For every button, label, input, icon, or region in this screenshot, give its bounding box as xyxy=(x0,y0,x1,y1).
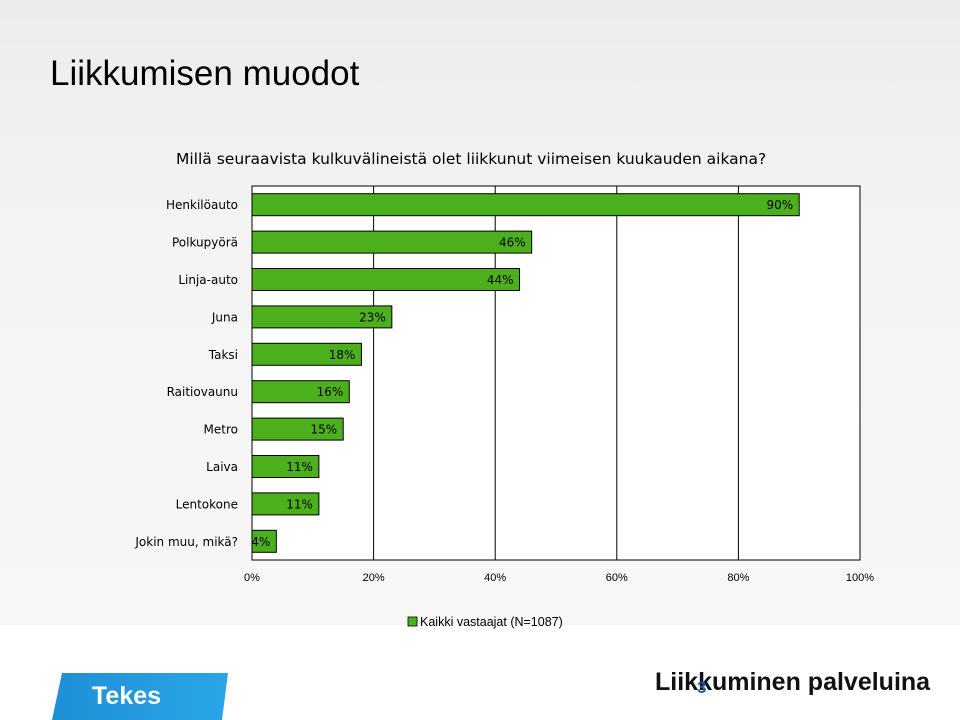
x-tick-label: 60% xyxy=(606,572,628,584)
x-tick-label: 80% xyxy=(727,572,749,584)
tekes-logo: Tekes xyxy=(52,673,228,720)
legend-label: Kaikki vastaajat (N=1087) xyxy=(420,615,563,629)
bar-value-label: 46% xyxy=(499,236,526,250)
bar xyxy=(251,380,350,404)
bar-value-label: 11% xyxy=(286,497,313,511)
category-labels: Henkilöauto Polkupyörä Linja-auto Juna Taksi… xyxy=(134,198,238,549)
category-label: Henkilöauto xyxy=(166,198,238,212)
bar xyxy=(251,529,277,553)
category-label: Jokin muu, mikä? xyxy=(134,535,238,549)
bar-value-label: 90% xyxy=(767,198,794,212)
category-label: Metro xyxy=(204,423,238,437)
category-label: Polkupyörä xyxy=(172,236,238,250)
x-tick-labels: 0% 20% 40% 60% 80% 100% xyxy=(244,572,874,584)
bar xyxy=(251,305,393,329)
legend-swatch xyxy=(407,616,418,627)
bar xyxy=(251,268,521,291)
bar xyxy=(251,230,533,254)
chart-title: Millä seuraavista kulkuvälineistä olet l… xyxy=(176,150,767,168)
bar-value-label: 11% xyxy=(286,460,313,474)
bar xyxy=(251,193,800,217)
x-tick-label: 0% xyxy=(244,572,260,584)
category-label: Juna xyxy=(211,310,238,324)
category-label: Lentokone xyxy=(176,497,238,511)
page-number: 3 xyxy=(697,678,707,697)
x-tick-label: 100% xyxy=(846,572,874,584)
bar-value-label: 18% xyxy=(329,348,356,362)
bar xyxy=(251,492,320,516)
category-label: Raitiovaunu xyxy=(167,385,238,399)
logo-text: Tekes xyxy=(92,682,161,710)
bar xyxy=(251,342,362,366)
footer-title: Liikkuminen palveluina xyxy=(655,668,931,696)
x-tick-label: 40% xyxy=(484,572,506,584)
bars: 90% 46% 44% 23% 18% 16% 15% 11% 11% 4% xyxy=(251,193,800,553)
bar xyxy=(251,455,320,478)
legend: Kaikki vastaajat (N=1087) xyxy=(407,615,563,629)
bar-value-label: 23% xyxy=(359,310,386,324)
category-label: Laiva xyxy=(206,460,238,474)
bar-chart: 90% 46% 44% 23% 18% 16% 15% 11% 11% 4% Henkilöaut… xyxy=(134,185,874,629)
bar-value-label: 15% xyxy=(311,423,338,437)
bar-value-label: 4% xyxy=(251,535,270,549)
bar-value-label: 44% xyxy=(487,273,514,287)
category-label: Linja-auto xyxy=(178,273,238,287)
bar xyxy=(251,417,344,441)
category-label: Taksi xyxy=(208,348,238,362)
x-tick-label: 20% xyxy=(363,572,385,584)
bar-value-label: 16% xyxy=(317,385,344,399)
slide-title: Liikkumisen muodot xyxy=(50,54,360,93)
